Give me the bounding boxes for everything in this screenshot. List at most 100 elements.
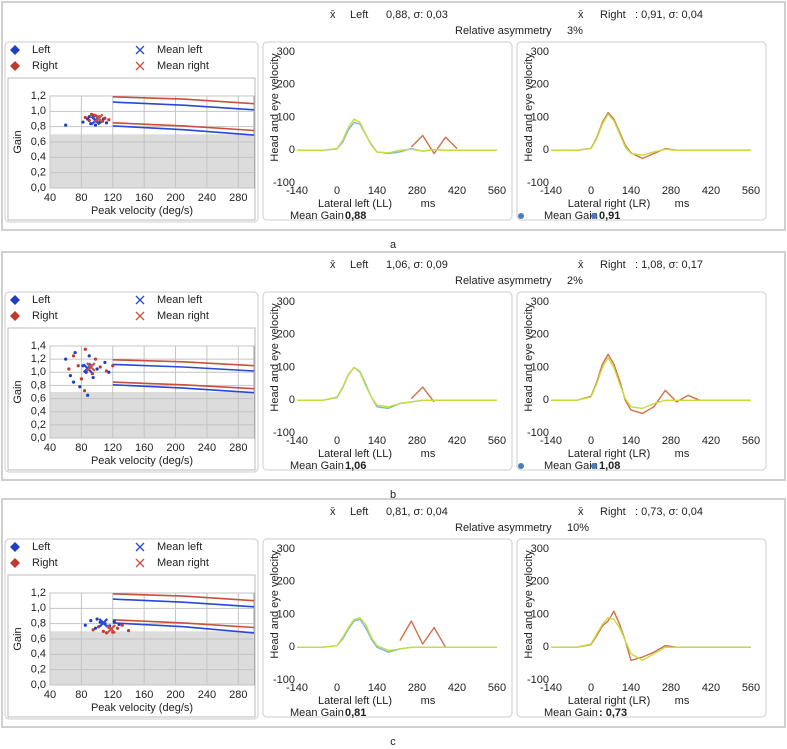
asymmetry-value: 10%: [567, 522, 589, 534]
normative-curve: [112, 125, 255, 136]
x-tick-label: 280: [408, 682, 426, 694]
y-tick-label: 0,8: [31, 379, 46, 391]
asymmetry-value: 2%: [567, 275, 583, 287]
trace-box: [262, 291, 513, 471]
y-tick-label: 0,2: [31, 664, 46, 676]
y-tick-label: 1,0: [31, 602, 46, 614]
legend-label: Left: [32, 541, 50, 553]
normative-curve: [112, 619, 255, 629]
legend-icon: [10, 542, 20, 552]
data-point: [104, 121, 109, 125]
data-point: [104, 369, 109, 373]
x-tick-label: 280: [229, 192, 247, 204]
velocity-trace: [410, 386, 435, 403]
data-point: [115, 626, 120, 630]
y-axis-label: Head and eye velocity: [269, 53, 281, 162]
data-point: [76, 364, 80, 368]
panel-frame: [1, 251, 786, 481]
data-point: [83, 623, 87, 627]
x-tick-label: 420: [448, 682, 466, 694]
x-tick-label: 140: [368, 682, 386, 694]
data-point: [68, 373, 72, 378]
y-tick-label: -100: [273, 674, 295, 686]
mean-gain-label: Mean Gain: [544, 210, 598, 222]
trace-box: [516, 291, 767, 471]
mean-gain-value: 1,08: [599, 460, 620, 472]
x-tick-label: 280: [229, 689, 247, 701]
normal-limit-shade: [50, 631, 254, 685]
panel-frame: [1, 1, 786, 231]
data-point: [93, 123, 98, 127]
x-tick-label: 160: [135, 689, 153, 701]
data-point: [87, 115, 91, 119]
legend-label: Right: [32, 557, 58, 569]
data-point: [101, 629, 105, 633]
x-tick-label: -140: [286, 185, 308, 197]
asymmetry-label: Relative asymmetry: [455, 522, 552, 534]
legend-icon: [10, 295, 20, 305]
x-axis-label: Lateral left (LL): [318, 695, 392, 707]
mean-marker: [93, 113, 104, 124]
legend-label: Left: [32, 44, 50, 56]
left-box: [4, 291, 259, 473]
data-point: [78, 385, 82, 389]
legend-icon: [10, 558, 20, 568]
y-tick-label: 0,2: [31, 167, 46, 179]
data-point: [86, 393, 90, 397]
left-box: [4, 41, 259, 223]
mean-gain-label: Mean Gain: [544, 460, 598, 472]
x-tick-label: 80: [75, 192, 87, 204]
y-tick-label: 100: [531, 608, 549, 620]
x-axis-unit: ms: [675, 198, 690, 210]
y-tick-label: 300: [277, 543, 295, 555]
x-tick-label: -140: [286, 682, 308, 694]
normal-limit-shade: [50, 134, 254, 188]
x-tick-label: 80: [75, 442, 87, 454]
legend-icon: [135, 45, 145, 55]
legend-label: Left: [32, 294, 50, 306]
data-point: [95, 367, 99, 371]
y-tick-label: 1,4: [31, 340, 46, 352]
side-stats: 0,81, σ: 0,04: [386, 506, 448, 518]
legend-icon: [10, 45, 20, 55]
velocity-trace: [551, 617, 751, 662]
data-point: [107, 118, 111, 122]
status-dot: [591, 463, 597, 469]
trace-box: [262, 41, 513, 221]
data-point: [81, 120, 85, 124]
normative-curve: [112, 593, 255, 602]
data-point: [71, 380, 76, 384]
x-tick-label: 280: [229, 442, 247, 454]
x-tick-label: 560: [488, 185, 506, 197]
y-tick-label: 100: [531, 361, 549, 373]
x-tick-label: 0: [334, 435, 340, 447]
y-tick-label: 0,2: [31, 419, 46, 431]
normative-curve: [112, 96, 255, 105]
side-label: Left: [350, 506, 368, 518]
data-point: [90, 372, 94, 376]
side-stats: : 0,73, σ: 0,04: [635, 506, 703, 518]
y-tick-label: 300: [531, 543, 549, 555]
left-box: [4, 538, 259, 720]
legend-label: Mean left: [157, 294, 202, 306]
y-tick-label: -100: [273, 177, 295, 189]
y-tick-label: 1,2: [31, 353, 46, 365]
legend-icon: [135, 542, 145, 552]
data-point: [103, 116, 107, 120]
panel-label: a: [390, 239, 397, 251]
x-tick-label: 240: [198, 689, 216, 701]
normative-curve: [112, 381, 255, 390]
x-tick-label: 420: [702, 185, 720, 197]
x-tick-label: 40: [44, 689, 56, 701]
y-tick-label: 300: [531, 46, 549, 58]
y-tick-label: 1,0: [31, 366, 46, 378]
y-tick-label: 200: [531, 79, 549, 91]
y-tick-label: 0,6: [31, 633, 46, 645]
velocity-trace: [297, 121, 497, 155]
panel-label: b: [390, 489, 396, 501]
y-tick-label: 0,8: [31, 121, 46, 133]
data-point: [98, 365, 102, 369]
x-tick-label: 140: [368, 435, 386, 447]
data-point: [87, 118, 91, 123]
y-axis-label: Head and eye velocity: [269, 303, 281, 412]
